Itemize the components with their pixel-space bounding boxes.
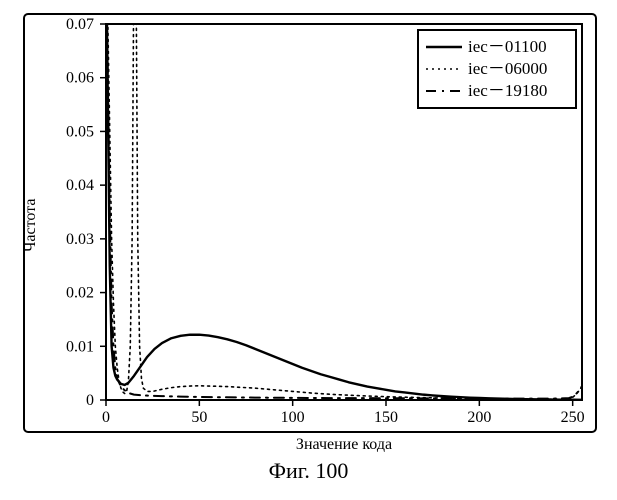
legend-label: iec－06000 [468,59,547,78]
svg-text:0.06: 0.06 [66,70,94,87]
chart-svg: 0 50 100 150 200 250 0 0.01 0.02 0.03 0.04 0.05 0.06… [0,0,617,500]
svg-text:0.07: 0.07 [66,16,94,33]
svg-text:150: 150 [374,409,398,426]
svg-text:0.05: 0.05 [66,123,94,140]
svg-text:250: 250 [561,409,585,426]
svg-text:0: 0 [102,409,110,426]
svg-text:0: 0 [86,392,94,409]
svg-text:0.01: 0.01 [66,338,94,355]
legend-label: iec－19180 [468,81,547,100]
svg-text:0.04: 0.04 [66,177,94,194]
legend-label: iec－01100 [468,37,547,56]
svg-text:100: 100 [281,409,305,426]
figure-root: 0 50 100 150 200 250 0 0.01 0.02 0.03 0.04 0.05 0.06… [0,0,617,500]
x-axis-label: Значение кода [106,436,582,454]
y-axis-label: Частота [22,199,40,252]
svg-text:50: 50 [191,409,207,426]
svg-text:0.02: 0.02 [66,285,94,302]
svg-text:200: 200 [467,409,491,426]
figure-caption: Фиг. 100 [0,458,617,484]
svg-text:0.03: 0.03 [66,231,94,248]
